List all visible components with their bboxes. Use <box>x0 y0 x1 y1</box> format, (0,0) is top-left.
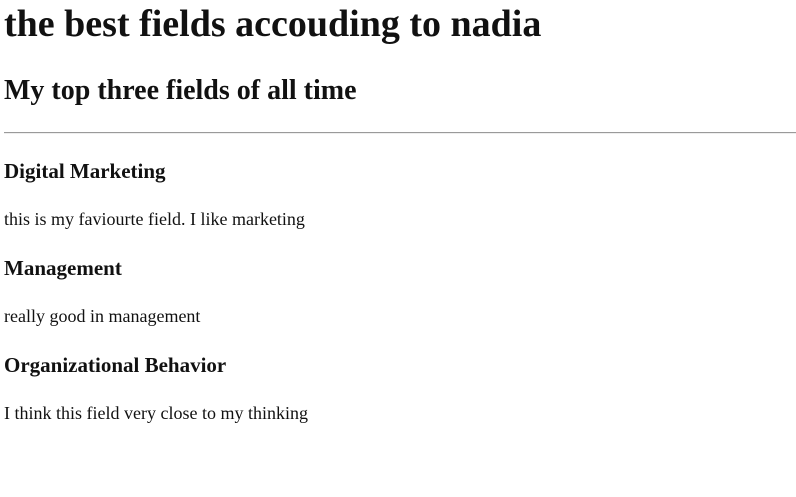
page-subtitle: My top three fields of all time <box>4 75 357 106</box>
field-description-organizational-behavior: I think this field very close to my thin… <box>4 403 308 423</box>
field-description-management: really good in management <box>4 306 201 326</box>
field-description-digital-marketing: this is my faviourte field. I like marke… <box>4 209 305 229</box>
field-title-digital-marketing: Digital Marketing <box>4 159 166 183</box>
page-title: the best fields accouding to nadia <box>4 3 542 45</box>
field-title-organizational-behavior: Organizational Behavior <box>4 353 227 377</box>
field-title-management: Management <box>4 256 122 280</box>
section-divider <box>4 132 796 134</box>
